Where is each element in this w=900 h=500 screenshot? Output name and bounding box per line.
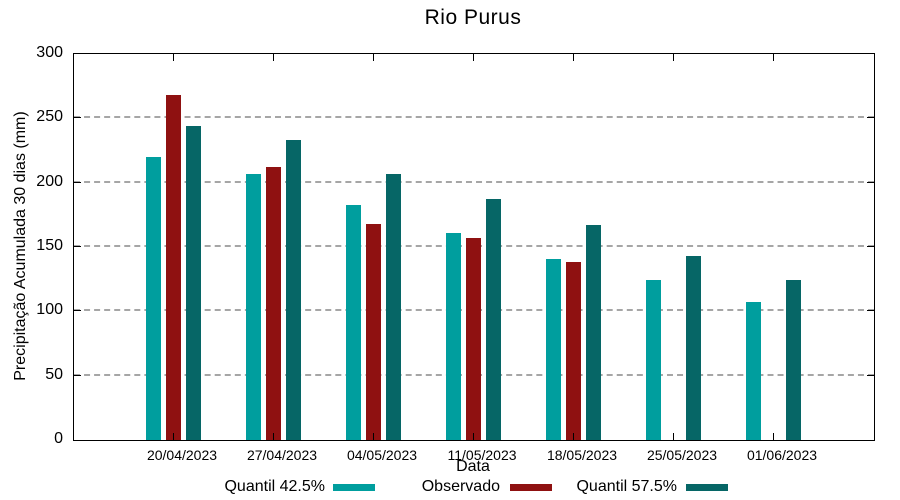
y-tick-right-100	[867, 310, 874, 312]
x-tick-bottom-01-06-2023	[773, 433, 774, 440]
x-tick-top-18-05-2023	[573, 54, 574, 61]
x-tick-label-20-04-2023: 20/04/2023	[146, 447, 218, 463]
x-tick-top-01-06-2023	[773, 54, 774, 61]
x-tick-bottom-18-05-2023	[573, 433, 574, 440]
plot-area	[73, 53, 875, 441]
x-tick-bottom-04-05-2023	[373, 433, 374, 440]
bar-quantil-42-5-25-05-2023	[646, 280, 661, 440]
x-tick-bottom-11-05-2023	[473, 433, 474, 440]
bar-quantil-57-5-25-05-2023	[686, 256, 701, 440]
x-tick-top-20-04-2023	[173, 54, 174, 61]
legend-swatch-quantil-57-5	[686, 484, 728, 491]
y-tick-label-0: 0	[54, 430, 63, 447]
y-tick-label-250: 250	[36, 108, 63, 126]
bar-quantil-57-5-27-04-2023	[286, 140, 301, 440]
x-tick-label-01-06-2023: 01/06/2023	[746, 447, 818, 463]
bar-quantil-42-5-04-05-2023	[346, 204, 361, 440]
x-tick-top-27-04-2023	[273, 54, 274, 61]
y-tick-right-250	[867, 117, 874, 119]
x-tick-bottom-27-04-2023	[273, 433, 274, 440]
x-tick-label-27-04-2023: 27/04/2023	[246, 447, 318, 463]
x-tick-label-25-05-2023: 25/05/2023	[646, 447, 718, 463]
legend-label-quantil-57-5: Quantil 57.5%	[576, 478, 677, 495]
bar-observado-04-05-2023	[366, 223, 381, 440]
x-tick-label-04-05-2023: 04/05/2023	[346, 447, 418, 463]
bar-quantil-57-5-20-04-2023	[186, 126, 201, 440]
y-tick-left-200	[74, 181, 81, 183]
y-tick-left-50	[74, 374, 81, 376]
y-tick-label-150: 150	[36, 237, 63, 254]
bar-observado-27-04-2023	[266, 167, 281, 440]
x-tick-top-11-05-2023	[473, 54, 474, 61]
gridline-200	[74, 180, 874, 183]
y-tick-right-200	[867, 181, 874, 183]
x-tick-bottom-20-04-2023	[173, 433, 174, 440]
x-tick-top-04-05-2023	[373, 54, 374, 61]
bar-quantil-57-5-11-05-2023	[486, 199, 501, 440]
bar-observado-11-05-2023	[466, 238, 481, 440]
bar-quantil-42-5-11-05-2023	[446, 232, 461, 440]
x-tick-bottom-25-05-2023	[673, 433, 674, 440]
x-tick-top-25-05-2023	[673, 54, 674, 61]
y-tick-left-250	[74, 117, 81, 119]
bar-quantil-57-5-01-06-2023	[786, 280, 801, 440]
bar-quantil-57-5-18-05-2023	[586, 225, 601, 440]
y-tick-label-200: 200	[36, 172, 63, 190]
legend-label-quantil-42-5: Quantil 42.5%	[224, 478, 325, 495]
bar-observado-18-05-2023	[566, 262, 581, 440]
gridline-250	[74, 116, 874, 119]
x-axis-title: Data	[456, 458, 490, 475]
bar-observado-20-04-2023	[166, 95, 181, 440]
y-tick-label-100: 100	[36, 301, 63, 319]
legend-label-observado: Observado	[421, 478, 500, 495]
bar-quantil-42-5-27-04-2023	[246, 173, 261, 440]
legend-swatch-quantil-42-5	[333, 484, 375, 491]
y-tick-label-300: 300	[36, 44, 63, 61]
x-tick-label-11-05-2023: 11/05/2023	[447, 447, 517, 463]
bar-quantil-42-5-18-05-2023	[546, 258, 561, 440]
y-tick-left-100	[74, 310, 81, 312]
y-tick-label-50: 50	[45, 365, 63, 383]
y-tick-right-50	[867, 374, 874, 376]
x-tick-label-18-05-2023: 18/05/2023	[546, 447, 618, 463]
bar-quantil-42-5-01-06-2023	[746, 302, 761, 440]
bar-quantil-57-5-04-05-2023	[386, 173, 401, 440]
bar-quantil-42-5-20-04-2023	[146, 156, 161, 440]
y-tick-left-150	[74, 246, 81, 247]
legend-swatch-observado	[510, 484, 552, 491]
y-tick-right-150	[867, 246, 874, 247]
chart-title: Rio Purus	[424, 6, 522, 29]
